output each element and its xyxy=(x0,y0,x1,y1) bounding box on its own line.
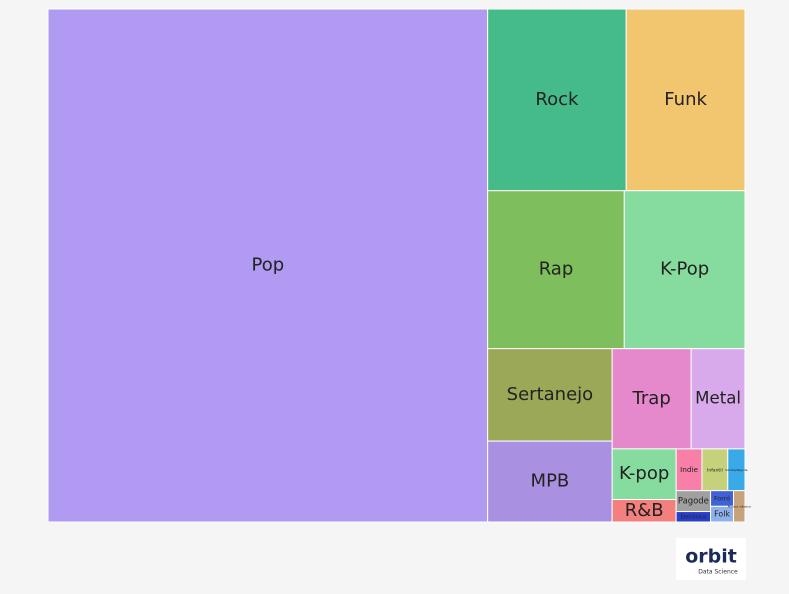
logo-box xyxy=(676,538,746,580)
tile-label: Sertanejo xyxy=(507,384,593,405)
treemap-tile xyxy=(487,440,613,523)
tile-label: Indie xyxy=(680,465,698,474)
tile-label: Eletrônica xyxy=(681,513,706,520)
tile-label: Metal xyxy=(695,388,741,407)
treemap-tile xyxy=(487,8,627,192)
tile-label: Forró xyxy=(714,494,730,502)
logo-tagline: Data Science xyxy=(698,569,738,576)
tile-label: K-pop xyxy=(619,463,669,484)
tile-label: Pop xyxy=(252,255,285,276)
treemap-tile xyxy=(611,448,677,501)
tile-label: Rock xyxy=(535,89,579,110)
treemap-tile xyxy=(690,348,746,450)
tile-label: Infantil xyxy=(707,467,723,473)
tile-label: Samba/Pagode xyxy=(725,468,748,472)
tile-label: K-Pop xyxy=(660,259,709,280)
tile-label: Música clássica xyxy=(728,504,751,508)
treemap: Pop Rock Funk Rap K-Pop Sertanejo MPB Trap Metal… xyxy=(47,8,751,523)
treemap-tile xyxy=(487,190,625,350)
treemap-tile xyxy=(733,490,746,523)
tile-label: R&B xyxy=(625,500,664,521)
treemap-tile xyxy=(47,8,489,523)
tile-label: Funk xyxy=(664,89,707,110)
tile-label: Pagode xyxy=(678,496,709,506)
tile-label: MPB xyxy=(531,471,570,492)
treemap-tile xyxy=(701,448,729,492)
logo-name: orbit xyxy=(685,546,737,568)
tile-label: Trap xyxy=(632,388,671,409)
tile-label: Folk xyxy=(714,510,730,519)
treemap-tile xyxy=(611,348,692,450)
logo: orbit Data Science xyxy=(676,538,746,580)
tile-label: Rap xyxy=(539,259,574,280)
treemap-tile xyxy=(625,8,746,192)
